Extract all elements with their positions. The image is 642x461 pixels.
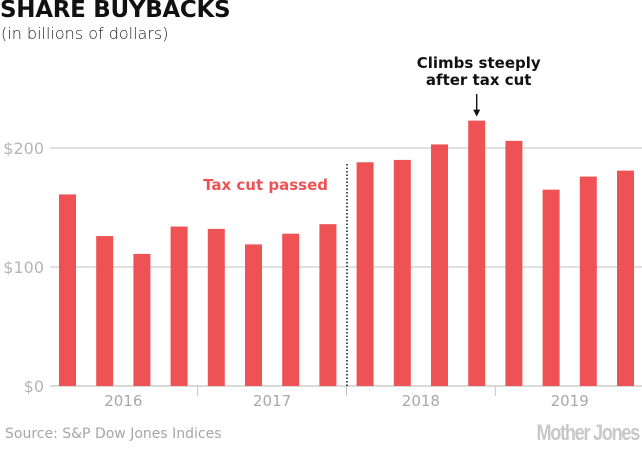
bar-2016-q1 [59,194,76,386]
y-axis-ticks: $0 $100 $200 [3,139,44,396]
x-tick-label-2018: 2018 [402,392,440,410]
source-note: Source: S&P Dow Jones Indices [5,426,222,442]
mother-jones-logo: Mother Jones [536,420,640,445]
bar-2018-q2 [393,159,411,386]
bar-2018-q1 [356,162,374,386]
bar-2017-q3 [282,233,300,386]
bar-2017-q2 [245,244,262,386]
bar-2016-q3 [133,253,151,386]
bar-2016-q2 [96,236,114,386]
bar-2017-q1 [207,228,225,386]
bar-2018-q4 [468,120,486,386]
y-tick-label: $0 [24,377,44,396]
bar-2019-q3 [579,176,597,386]
bars [59,120,634,386]
x-tick-label-2016: 2016 [104,392,142,410]
chart-title: SHARE BUYBACKS [0,0,231,23]
x-tick-label-2017: 2017 [253,392,291,410]
annotations: Tax cut passed Climbs steeply after tax … [203,54,541,388]
bar-2017-q4 [319,224,337,386]
climbs-label-line-1: Climbs steeply [417,54,541,72]
climbs-label-line-2: after tax cut [426,71,532,89]
tax-cut-label: Tax cut passed [203,176,328,194]
y-tick-label: $100 [3,258,44,277]
arrow-head-icon [473,109,481,117]
bar-2019-q2 [542,189,560,386]
bar-2019-q1 [505,140,523,386]
x-tick-label-2019: 2019 [551,392,589,410]
y-tick-label: $200 [3,139,44,158]
chart-subtitle: (in billions of dollars) [1,24,169,43]
bar-2016-q4 [170,226,188,386]
bar-2018-q3 [431,144,448,386]
x-axis: 2016 2017 2018 2019 [104,386,589,410]
bar-2019-q4 [617,170,634,386]
